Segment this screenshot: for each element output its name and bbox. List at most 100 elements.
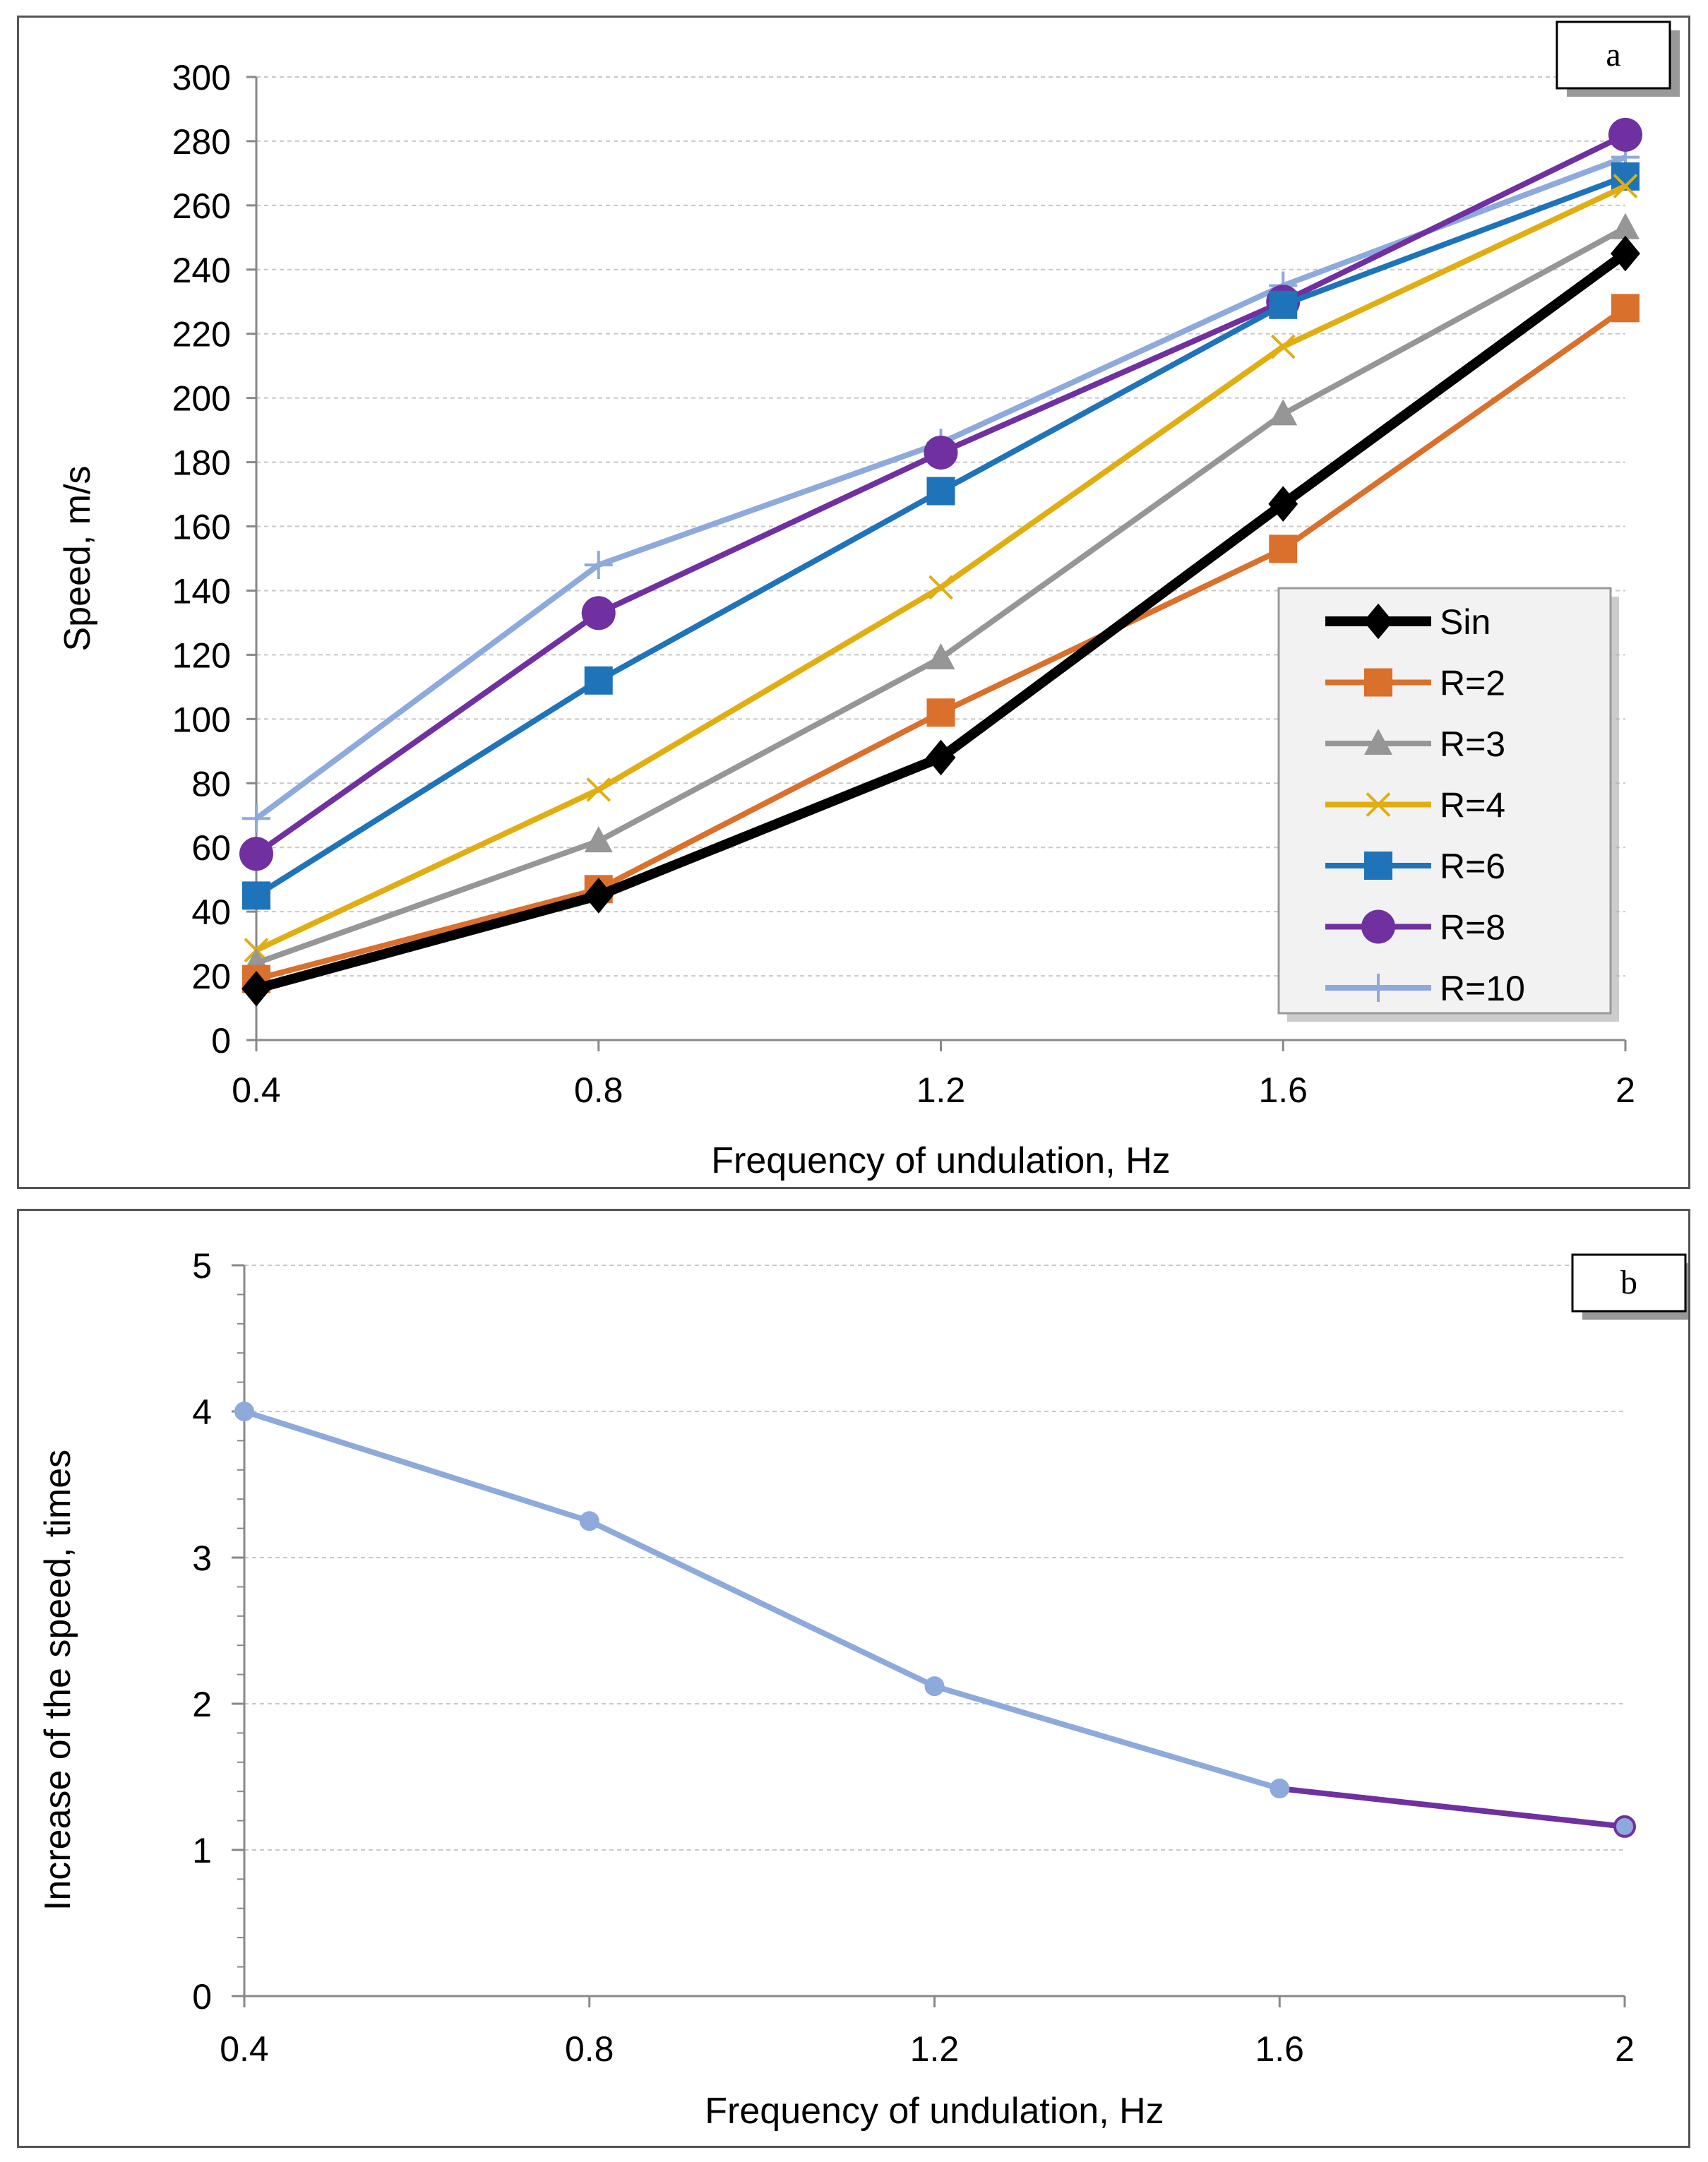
data-point (1268, 486, 1298, 522)
y-tick-label: 300 (172, 58, 231, 97)
y-tick-label: 1 (192, 1831, 212, 1870)
y-tick-label: 220 (172, 315, 231, 354)
x-tick-label: 1.6 (1255, 2029, 1304, 2069)
y-tick-label: 3 (192, 1539, 212, 1578)
legend-marker (1366, 792, 1391, 817)
x-tick-label: 0.8 (565, 2029, 614, 2069)
data-point (1270, 334, 1296, 359)
data-point (1613, 1815, 1636, 1838)
legend-item: R=4 (1325, 786, 1505, 825)
data-point (1270, 1779, 1290, 1799)
data-point (584, 666, 613, 695)
data-point (1613, 174, 1638, 199)
y-tick-label: 280 (172, 122, 231, 162)
panel-label-text: a (1606, 36, 1620, 73)
data-point (242, 804, 270, 833)
panel-label-b: b (1571, 1253, 1695, 1320)
legend-label: R=10 (1440, 969, 1525, 1008)
data-point (928, 575, 953, 600)
data-point (586, 777, 611, 802)
legend-label: R=8 (1440, 908, 1505, 948)
chart-panel-a: 0 20 40 60 80 100 120 140 160 180 200 220 240 260 280 3… (17, 16, 1690, 1189)
chart-b-svg: 0 1 2 3 4 5 0.4 0.8 1.2 1.6 2 Frequency of undulati… (37, 1246, 1695, 2132)
x-tick-label: 1.2 (910, 2029, 960, 2069)
data-point (239, 837, 273, 871)
y-axis-title: Increase of the speed, times (37, 1450, 78, 1911)
legend-marker (1364, 974, 1392, 1002)
x-tick-label: 2 (1615, 2029, 1635, 2069)
panel-label-box (1555, 20, 1671, 90)
y-tick-label: 140 (172, 571, 231, 611)
legend-marker (1361, 909, 1395, 944)
y-tick-label: 100 (172, 700, 231, 739)
data-point (234, 1402, 254, 1421)
data-point (926, 643, 955, 669)
y-tick-label: 260 (172, 186, 231, 226)
series-line (243, 1409, 1281, 1791)
legend-item: R=10 (1325, 969, 1525, 1008)
x-tick-label: 0.4 (220, 2029, 269, 2069)
legend-label: R=2 (1440, 664, 1505, 703)
legend-marker (1363, 603, 1393, 640)
legend-item: R=2 (1325, 664, 1505, 703)
grid-b (244, 1265, 1625, 1851)
legend-label: R=4 (1440, 786, 1505, 825)
data-point (241, 970, 271, 1007)
y-tick-label: 120 (172, 635, 231, 675)
data-point (1269, 290, 1298, 319)
x-tick-label: 0.8 (574, 1070, 623, 1110)
data-point (926, 739, 956, 776)
y-tick-label: 20 (191, 957, 231, 996)
y-tick-label: 180 (172, 443, 231, 483)
data-point (1611, 213, 1640, 239)
panel-label-box (1571, 1253, 1687, 1313)
y-axis-title: Speed, m/s (57, 465, 98, 651)
data-point (926, 698, 955, 727)
data-point (1608, 117, 1642, 152)
y-tick-label: 200 (172, 379, 231, 419)
legend: Sin R=2 R=3 R=4 R=6 R=8 R=10 (1277, 587, 1619, 1022)
y-tick-label: 0 (192, 1977, 212, 2017)
y-tick-label: 240 (172, 251, 231, 290)
series-sin (241, 235, 1640, 1007)
legend-marker (1364, 852, 1392, 880)
y-tick-label: 2 (192, 1685, 212, 1724)
legend-item: R=6 (1325, 847, 1505, 886)
legend-box (1277, 587, 1612, 1015)
y-tick-label: 60 (191, 828, 231, 868)
legend-label: R=3 (1440, 724, 1505, 764)
panel-label-a: a (1555, 20, 1680, 97)
x-tick-label: 0.4 (232, 1070, 281, 1110)
chart-a-svg: 0 20 40 60 80 100 120 140 160 180 200 220 240 260 280 3… (57, 20, 1680, 1181)
data-point (583, 878, 614, 914)
data-point (924, 1676, 945, 1697)
x-tick-label: 1.6 (1258, 1070, 1308, 1110)
x-tick-label: 1.2 (916, 1070, 966, 1110)
x-axis-title: Frequency of undulation, Hz (705, 2091, 1164, 2132)
x-axis-title: Frequency of undulation, Hz (711, 1140, 1170, 1181)
series-line-last (1279, 1786, 1625, 1829)
data-point (1269, 399, 1298, 426)
y-tick-label: 80 (191, 764, 231, 804)
data-point (1611, 235, 1640, 272)
data-point (579, 1511, 599, 1531)
series-increase (234, 1402, 1636, 1838)
x-tick-label: 2 (1616, 1070, 1635, 1110)
legend-item: Sin (1325, 602, 1491, 642)
data-point (924, 435, 958, 470)
data-point (1611, 294, 1640, 323)
data-point (1269, 534, 1298, 563)
chart-panel-b: 0 1 2 3 4 5 0.4 0.8 1.2 1.6 2 Frequency of undulati… (17, 1209, 1695, 2148)
data-point (926, 477, 955, 506)
data-point (584, 826, 613, 853)
y-tick-label: 0 (211, 1021, 231, 1061)
legend-marker (1364, 668, 1392, 697)
y-tick-label: 160 (172, 508, 231, 547)
legend-label: Sin (1440, 602, 1491, 642)
legend-label: R=6 (1440, 847, 1505, 886)
legend-item: R=3 (1325, 724, 1505, 764)
data-point (584, 551, 613, 580)
panel-label-text: b (1620, 1264, 1637, 1301)
legend-marker (1364, 729, 1392, 755)
y-tick-label: 5 (192, 1246, 212, 1286)
